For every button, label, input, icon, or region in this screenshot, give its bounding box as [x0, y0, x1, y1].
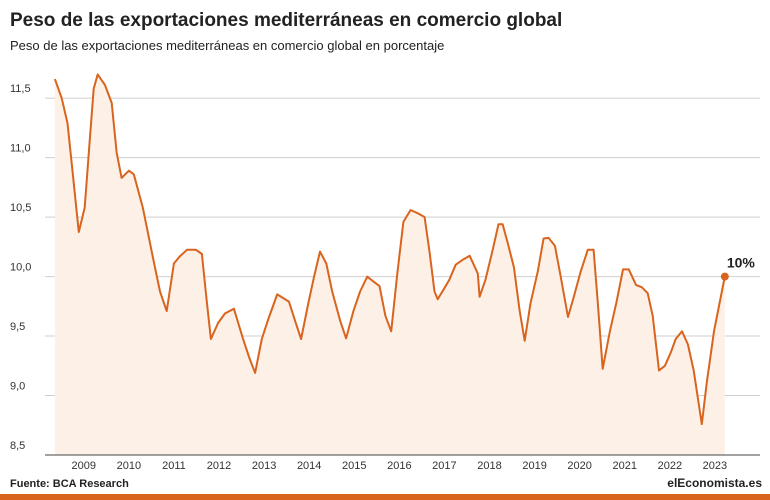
y-tick-label: 10,5 [10, 202, 31, 214]
plot-area: 11,5 11,0 10,5 10,0 9,5 9,0 8,5 10% 2009 2010 2011… [10, 73, 760, 472]
area [54, 74, 725, 456]
y-tick-label: 11,0 [10, 143, 31, 155]
x-tick-label: 2022 [658, 460, 682, 472]
y-tick-label: 8,5 [10, 440, 25, 452]
logo: elEconomista.es [667, 476, 762, 490]
chart-subtitle: Peso de las exportaciones mediterráneas … [10, 38, 444, 53]
x-tick-label: 2012 [207, 460, 231, 472]
x-tick-label: 2013 [252, 460, 276, 472]
x-tick-label: 2018 [477, 460, 501, 472]
y-tick-label: 9,0 [10, 381, 25, 393]
footer-bar [0, 494, 770, 500]
x-tick-label: 2015 [342, 460, 366, 472]
x-tick-label: 2023 [703, 460, 727, 472]
data-label: 10% [727, 255, 756, 271]
chart-title: Peso de las exportaciones mediterráneas … [10, 10, 562, 31]
x-tick-label: 2016 [387, 460, 411, 472]
x-tick-label: 2009 [72, 460, 96, 472]
x-tick-label: 2010 [117, 460, 141, 472]
x-tick-label: 2020 [567, 460, 591, 472]
x-tick-label: 2017 [432, 460, 456, 472]
x-tick-label: 2019 [522, 460, 546, 472]
y-tick-label: 10,0 [10, 262, 31, 274]
x-tick-label: 2014 [297, 460, 321, 472]
line [53, 73, 726, 426]
x-tick-label: 2011 [162, 460, 186, 472]
source: Fuente: BCA Research [10, 478, 129, 490]
point [720, 272, 729, 281]
x-tick-label: 2021 [613, 460, 637, 472]
y-tick-label: 9,5 [10, 321, 25, 333]
y-tick-label: 11,5 [10, 83, 31, 95]
